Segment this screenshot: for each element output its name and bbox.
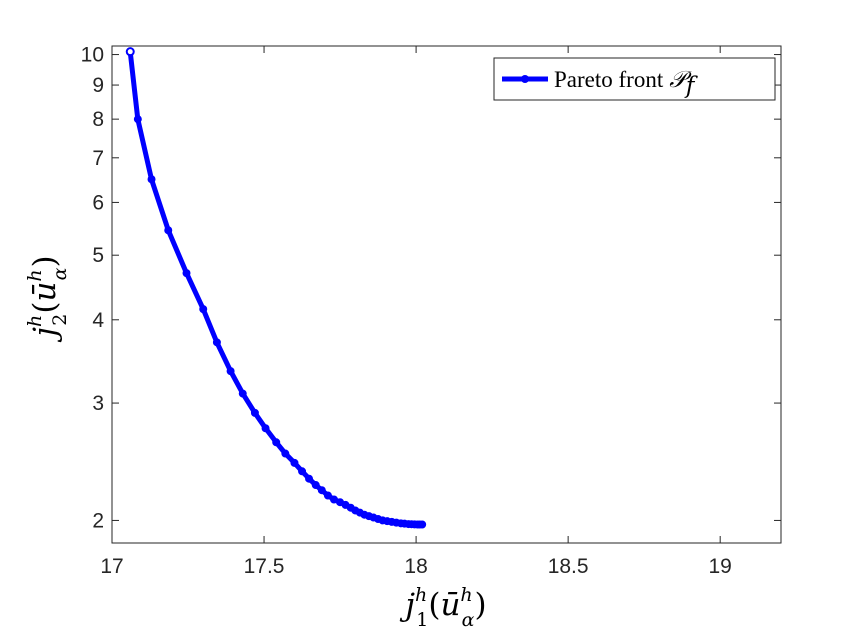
plot-area (111, 45, 782, 544)
x-tick-label: 18 (404, 555, 427, 578)
data-point (199, 305, 208, 314)
data-point (147, 175, 156, 184)
y-axis: 2 3 4 5 6 7 8 9 10 (81, 44, 781, 532)
y-tick-label: 9 (92, 74, 104, 97)
y-tick-label: 7 (92, 147, 104, 170)
data-point (226, 367, 235, 376)
data-point (311, 481, 320, 490)
y-tick-label: 8 (92, 108, 104, 131)
data-point (317, 486, 326, 495)
data-point (272, 438, 281, 447)
legend: Pareto front 𝒫f (493, 57, 776, 101)
y-tick-label: 2 (92, 509, 104, 532)
data-point (323, 491, 332, 500)
y-tick-label: 6 (92, 191, 104, 214)
data-point (250, 408, 259, 417)
data-point (133, 115, 142, 124)
data-point-start (125, 47, 135, 57)
data-point (418, 520, 427, 529)
data-point (238, 389, 247, 398)
data-point (182, 269, 191, 278)
x-axis-label: jh 1(ūh α) (399, 584, 486, 628)
x-tick-label: 18.5 (548, 555, 589, 578)
y-tick-label: 5 (92, 244, 104, 267)
x-axis: 17 17.5 18 18.5 19 (100, 46, 732, 578)
legend-marker-swatch (521, 75, 529, 83)
x-tick-label: 17.5 (244, 555, 285, 578)
x-tick-label: 17 (100, 555, 123, 578)
legend-entry-pareto-front: Pareto front 𝒫f (554, 67, 698, 99)
series-layer (125, 47, 427, 529)
data-point (261, 424, 270, 433)
data-point (298, 467, 307, 476)
y-tick-label: 3 (92, 392, 104, 415)
data-point (212, 338, 221, 347)
data-point (164, 226, 173, 235)
y-tick-label: 10 (81, 44, 104, 67)
x-tick-label: 19 (709, 555, 732, 578)
data-point (290, 458, 299, 467)
y-tick-label: 4 (92, 309, 104, 332)
data-point (305, 474, 314, 483)
data-point (281, 449, 290, 458)
